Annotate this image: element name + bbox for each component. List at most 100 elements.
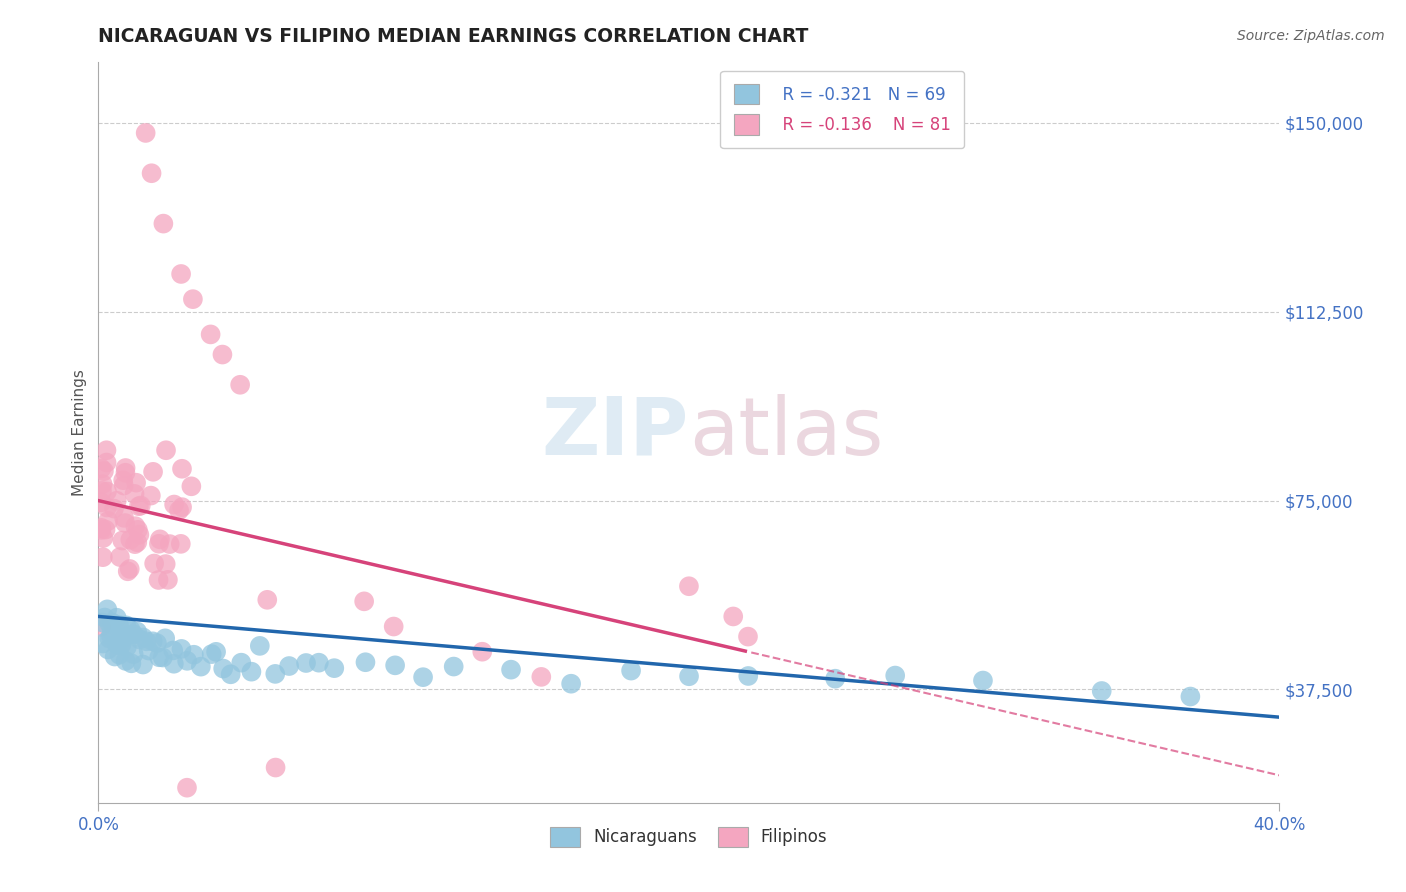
Point xyxy=(148,650,170,665)
Point xyxy=(190,659,212,673)
Y-axis label: Median Earnings: Median Earnings xyxy=(72,369,87,496)
Point xyxy=(353,594,375,608)
Point xyxy=(120,623,142,637)
Point xyxy=(128,527,150,541)
Point xyxy=(142,465,165,479)
Point xyxy=(141,166,163,180)
Point xyxy=(308,656,330,670)
Point xyxy=(737,669,759,683)
Point xyxy=(98,632,121,646)
Point xyxy=(135,634,157,648)
Legend: Nicaraguans, Filipinos: Nicaraguans, Filipinos xyxy=(544,820,834,854)
Point xyxy=(264,760,287,774)
Point xyxy=(162,643,184,657)
Point xyxy=(170,462,193,476)
Point xyxy=(176,780,198,795)
Point xyxy=(148,537,170,551)
Point xyxy=(471,645,494,659)
Point xyxy=(90,620,112,634)
Point xyxy=(138,643,160,657)
Point xyxy=(94,523,117,537)
Point xyxy=(115,640,138,654)
Point xyxy=(124,537,146,551)
Point xyxy=(159,537,181,551)
Point xyxy=(128,632,150,647)
Point xyxy=(219,667,242,681)
Point xyxy=(112,478,135,492)
Point xyxy=(97,514,120,528)
Point xyxy=(153,632,176,646)
Point xyxy=(122,647,145,661)
Point xyxy=(111,533,134,548)
Point xyxy=(115,618,138,632)
Point xyxy=(112,473,135,487)
Point xyxy=(824,672,846,686)
Point xyxy=(170,267,193,281)
Point xyxy=(143,557,166,571)
Point xyxy=(122,627,145,641)
Point xyxy=(96,500,118,515)
Text: ZIP: ZIP xyxy=(541,393,689,472)
Point xyxy=(114,461,136,475)
Point xyxy=(96,602,118,616)
Point xyxy=(163,498,186,512)
Point xyxy=(412,670,434,684)
Point xyxy=(112,511,135,525)
Point xyxy=(148,573,170,587)
Point xyxy=(200,327,222,342)
Point xyxy=(354,655,377,669)
Point xyxy=(180,479,202,493)
Point xyxy=(105,610,128,624)
Point xyxy=(117,629,139,643)
Point xyxy=(163,657,186,671)
Point xyxy=(156,573,179,587)
Point xyxy=(120,533,142,547)
Point xyxy=(98,616,121,631)
Point xyxy=(127,535,149,549)
Point xyxy=(100,629,122,643)
Point xyxy=(107,638,129,652)
Point xyxy=(139,489,162,503)
Point xyxy=(117,564,139,578)
Point xyxy=(91,483,114,498)
Point xyxy=(101,624,124,638)
Point xyxy=(142,634,165,648)
Point xyxy=(278,659,301,673)
Point xyxy=(96,443,118,458)
Point xyxy=(118,562,141,576)
Text: NICARAGUAN VS FILIPINO MEDIAN EARNINGS CORRELATION CHART: NICARAGUAN VS FILIPINO MEDIAN EARNINGS C… xyxy=(98,27,808,45)
Point xyxy=(323,661,346,675)
Point xyxy=(205,645,228,659)
Point xyxy=(149,533,172,547)
Point xyxy=(249,639,271,653)
Point xyxy=(443,659,465,673)
Point xyxy=(146,636,169,650)
Point xyxy=(91,636,114,650)
Point xyxy=(108,618,131,632)
Point xyxy=(91,615,114,630)
Point xyxy=(183,648,205,662)
Point xyxy=(1180,690,1202,704)
Point xyxy=(176,654,198,668)
Point xyxy=(101,615,124,630)
Point xyxy=(90,461,112,475)
Text: atlas: atlas xyxy=(689,393,883,472)
Point xyxy=(170,537,193,551)
Point xyxy=(91,477,114,491)
Point xyxy=(110,638,132,652)
Point xyxy=(264,666,287,681)
Point xyxy=(172,500,194,515)
Text: Source: ZipAtlas.com: Source: ZipAtlas.com xyxy=(1237,29,1385,44)
Point xyxy=(1091,684,1114,698)
Point xyxy=(231,656,253,670)
Point xyxy=(90,495,112,509)
Point xyxy=(201,647,224,661)
Point xyxy=(124,487,146,501)
Point xyxy=(240,665,263,679)
Point xyxy=(530,670,553,684)
Point xyxy=(108,633,131,648)
Point xyxy=(129,499,152,513)
Point xyxy=(114,466,136,480)
Point xyxy=(170,641,193,656)
Point xyxy=(105,493,128,508)
